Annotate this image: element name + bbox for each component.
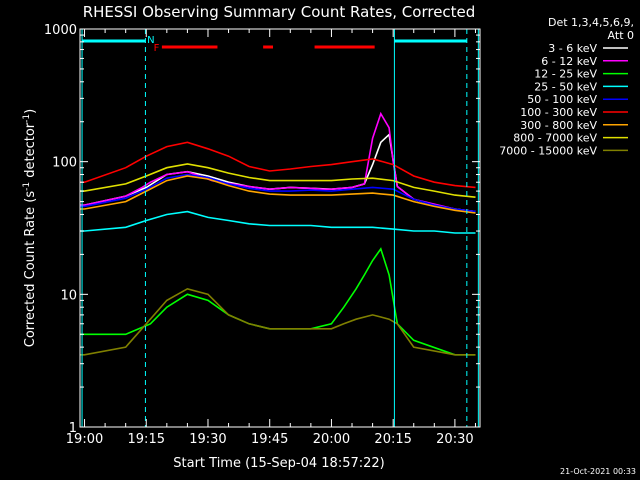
legend-label: 50 - 100 keV [527, 93, 597, 106]
x-tick-label: 19:30 [189, 432, 226, 447]
x-tick-label: 19:45 [251, 432, 288, 447]
footer-date: 21-Oct-2021 00:33 [560, 467, 636, 476]
x-tick-label: 20:00 [313, 432, 350, 447]
series-line-2 [80, 111, 476, 213]
legend-label: 100 - 300 keV [520, 106, 597, 119]
legend-label: 300 - 800 keV [520, 119, 597, 132]
legend-label: 25 - 50 keV [534, 80, 597, 93]
series-line-6 [80, 141, 476, 189]
axis-layer: 19:00 19:15 19:30 19:45 20:00 20:15 20:30 1 10 10… [44, 23, 480, 447]
y-axis-label: Corrected Count Rate (s-1 detector-1) [22, 109, 38, 347]
series-line-7 [80, 175, 476, 214]
y-tick-label: 1000 [44, 23, 77, 38]
y-tick-label: 1 [69, 421, 77, 436]
legend-label: 6 - 12 keV [541, 55, 597, 68]
chart-title: RHESSI Observing Summary Count Rates, Co… [83, 3, 476, 21]
series-line-3 [80, 247, 476, 356]
x-tick-label: 19:15 [128, 432, 165, 447]
x-tick-label: 20:30 [436, 432, 473, 447]
series-line-8 [80, 163, 476, 198]
x-tick-label: 20:15 [374, 432, 411, 447]
plot-frame [79, 28, 481, 428]
legend-label: 12 - 25 keV [534, 68, 597, 81]
flare-marker-label: F [154, 43, 160, 54]
legend-header-line-2: Att 0 [608, 29, 634, 42]
night-marker-label: N [147, 35, 154, 46]
legend-label: 3 - 6 keV [548, 42, 597, 55]
legend-header-line-1: Det 1,3,4,5,6,9, [548, 16, 634, 29]
legend-label: 800 - 7000 keV [513, 132, 597, 145]
x-axis-label: Start Time (15-Sep-04 18:57:22) [173, 456, 384, 471]
marker-layer: NF [81, 29, 479, 427]
legend-label: 7000 - 15000 keV [499, 144, 597, 157]
y-tick-label: 10 [60, 288, 77, 303]
data-layer [80, 111, 476, 356]
series-line-5 [80, 173, 476, 213]
y-tick-label: 100 [52, 156, 77, 171]
series-line-4 [80, 210, 476, 234]
x-tick-label: 19:00 [66, 432, 103, 447]
